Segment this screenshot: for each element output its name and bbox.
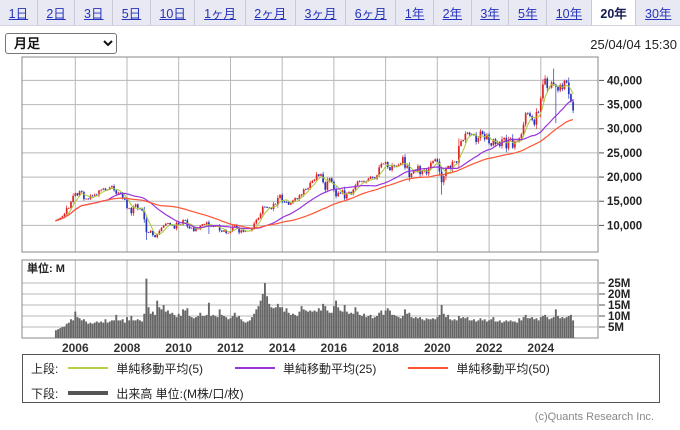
- period-link-1日[interactable]: 1日: [8, 7, 29, 21]
- volume-unit-label: 単位: M: [27, 261, 65, 275]
- sma-line-swatch: [235, 367, 276, 369]
- period-link-3年[interactable]: 3年: [480, 7, 500, 21]
- period-item-3年[interactable]: 3年: [472, 0, 510, 25]
- candles-down: [76, 78, 574, 238]
- period-item-2日[interactable]: 2日: [38, 0, 76, 25]
- sma-50-line: [55, 119, 574, 229]
- price-axis-label: 25,000: [607, 148, 642, 160]
- period-item-2ヶ月[interactable]: 2ヶ月: [246, 0, 296, 25]
- period-item-10年[interactable]: 10年: [547, 0, 592, 25]
- candle-wicks-down: [77, 68, 574, 240]
- price-axis-label: 20,000: [607, 172, 642, 184]
- period-link-30年[interactable]: 30年: [645, 7, 672, 21]
- volume-axis-label: 25M: [608, 278, 630, 290]
- period-link-20年[interactable]: 20年: [600, 7, 627, 21]
- price-axis-label: 10,000: [607, 220, 642, 232]
- legend-sma-label: 単純移動平均(25): [283, 361, 377, 376]
- sma-5-line: [55, 83, 574, 235]
- quote-timestamp: 25/04/04 15:30: [590, 37, 677, 52]
- period-item-20年[interactable]: 20年: [591, 0, 637, 25]
- legend-item-sma-25: 単純移動平均(25): [235, 360, 376, 377]
- x-axis-label: 2018: [372, 341, 399, 355]
- legend-volume-label: 出来高 単位:(M株/口/枚): [116, 386, 244, 401]
- sma-25-line: [55, 99, 574, 230]
- volume-bars: [54, 278, 575, 338]
- volume-axis-label: 15M: [608, 300, 630, 312]
- price-axis-label: 15,000: [607, 196, 642, 208]
- volume-axis-label: 10M: [608, 311, 630, 323]
- period-link-6ヶ月[interactable]: 6ヶ月: [354, 7, 387, 21]
- period-item-1年[interactable]: 1年: [396, 0, 434, 25]
- period-link-3ヶ月[interactable]: 3ヶ月: [304, 7, 337, 21]
- sma-line-swatch: [68, 367, 109, 369]
- period-link-5年[interactable]: 5年: [518, 7, 538, 21]
- period-item-2年[interactable]: 2年: [434, 0, 472, 25]
- x-axis-label: 2010: [165, 341, 192, 355]
- x-axis-label: 2020: [424, 341, 451, 355]
- x-axis-label: 2014: [269, 341, 296, 355]
- chart-legend: 上段: 単純移動平均(5) 単純移動平均(25) 単純移動平均(50) 下段: 出来…: [22, 354, 660, 403]
- legend-sma-label: 単純移動平均(5): [116, 361, 204, 376]
- volume-axis-label: 5M: [608, 322, 624, 334]
- price-axis-label: 40,000: [607, 75, 642, 87]
- chart-gridlines: [22, 57, 598, 338]
- period-link-1ヶ月[interactable]: 1ヶ月: [204, 7, 237, 21]
- legend-row-lower: 下段: 出来高 単位:(M株/口/枚): [31, 385, 655, 401]
- price-panel-border: [21, 56, 599, 253]
- period-link-2ヶ月[interactable]: 2ヶ月: [254, 7, 287, 21]
- period-link-5日[interactable]: 5日: [121, 7, 142, 21]
- price-axis-label: 30,000: [607, 124, 642, 136]
- x-axis-label: 2024: [527, 341, 554, 355]
- volume-axis-label: 20M: [608, 289, 630, 301]
- period-item-30年[interactable]: 30年: [636, 0, 680, 25]
- x-axis-label: 2022: [476, 341, 503, 355]
- x-axis-label: 2006: [62, 341, 89, 355]
- period-link-10年[interactable]: 10年: [555, 7, 583, 21]
- period-link-2年[interactable]: 2年: [442, 7, 463, 21]
- legend-item-volume: 出来高 単位:(M株/口/枚): [68, 385, 244, 402]
- x-axis-label: 2012: [217, 341, 244, 355]
- legend-upper-label: 上段:: [31, 361, 59, 376]
- legend-row-upper: 上段: 単純移動平均(5) 単純移動平均(25) 単純移動平均(50): [31, 360, 655, 376]
- period-link-10日[interactable]: 10日: [159, 7, 186, 21]
- volume-line-swatch: [68, 391, 109, 395]
- legend-sma-label: 単純移動平均(50): [456, 361, 550, 376]
- period-item-5年[interactable]: 5年: [509, 0, 548, 25]
- period-link-3日[interactable]: 3日: [84, 7, 104, 21]
- x-axis-label: 2016: [321, 341, 348, 355]
- period-item-6ヶ月[interactable]: 6ヶ月: [346, 0, 397, 25]
- legend-item-sma-50: 単純移動平均(50): [408, 360, 550, 377]
- period-item-5日[interactable]: 5日: [113, 0, 151, 25]
- copyright-note: (c)Quants Research Inc.: [534, 411, 654, 423]
- sma-line-swatch: [408, 367, 449, 369]
- period-link-2日[interactable]: 2日: [46, 7, 66, 21]
- x-axis-label: 2008: [114, 341, 141, 355]
- period-item-1日[interactable]: 1日: [0, 0, 38, 25]
- interval-select[interactable]: 月足: [5, 33, 117, 54]
- period-item-10日[interactable]: 10日: [151, 0, 196, 25]
- period-link-1年[interactable]: 1年: [404, 7, 425, 21]
- period-item-1ヶ月[interactable]: 1ヶ月: [195, 0, 246, 25]
- period-item-3ヶ月[interactable]: 3ヶ月: [296, 0, 347, 25]
- period-item-3日[interactable]: 3日: [75, 0, 114, 25]
- legend-lower-label: 下段:: [31, 386, 59, 401]
- period-selector: 1日 2日 3日 5日 10日 1ヶ月 2ヶ月 3ヶ月 6ヶ月 1年 2年 3年 5年 10年 20年 30年: [0, 0, 680, 26]
- price-axis-label: 35,000: [607, 100, 642, 112]
- legend-item-sma-5: 単純移動平均(5): [68, 360, 203, 377]
